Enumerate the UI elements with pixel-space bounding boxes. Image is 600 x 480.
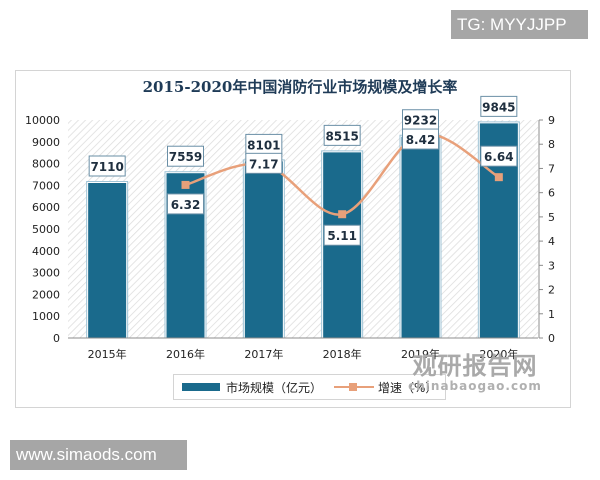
right-tick-label: 0 [548, 332, 555, 345]
right-tick-label: 2 [548, 284, 555, 297]
data-label: 8515 [325, 129, 358, 143]
data-label: 7.17 [249, 157, 279, 171]
source-watermark: 观研报告网 chinabaogao.com [395, 353, 555, 393]
x-tick-label: 2018年 [323, 347, 362, 361]
legend-line-label: 增速（%） [378, 380, 438, 395]
watermark-tag-top: TG: MYYJJPP [451, 10, 588, 39]
chart-title: 2015-2020年中国消防行业市场规模及增长率 [142, 78, 458, 96]
data-label-box [167, 193, 204, 215]
data-label: 5.11 [327, 229, 357, 243]
line-marker [181, 180, 190, 189]
data-label: 6.64 [484, 150, 514, 164]
data-label: 8101 [247, 138, 280, 152]
right-y-axis: 0 1 2 3 4 5 6 7 8 9 [538, 114, 555, 345]
x-tick-label: 2016年 [166, 347, 205, 361]
bar [401, 136, 440, 338]
left-tick-label: 7000 [32, 179, 60, 192]
data-label: 9232 [404, 114, 437, 128]
bar [88, 183, 127, 338]
data-label: 6.32 [171, 198, 201, 212]
plot-area [68, 120, 538, 338]
left-tick-label: 2000 [32, 288, 60, 301]
right-tick-label: 8 [548, 138, 555, 151]
legend-bar-swatch [182, 383, 220, 391]
line-marker [338, 210, 347, 219]
data-label-box [88, 155, 126, 177]
data-label: 9845 [482, 100, 515, 114]
chart-legend: 市场规模（亿元） 增速（%） [173, 374, 447, 400]
x-tick-label: 2017年 [244, 347, 283, 361]
line-marker [494, 173, 503, 182]
x-tick-label: 2020年 [479, 347, 518, 361]
x-axis: 2015年 2016年 2017年 2018年 2019年 2020年 [68, 337, 538, 361]
data-label: 8.42 [406, 133, 436, 147]
left-tick-label: 0 [53, 332, 60, 345]
legend-bar-label: 市场规模（亿元） [226, 380, 323, 395]
watermark-tag-bottom: www.simaods.com [10, 440, 187, 470]
left-tick-label: 9000 [32, 136, 60, 149]
x-tick-label: 2019年 [401, 347, 440, 361]
left-tick-label: 4000 [32, 245, 60, 258]
right-tick-label: 6 [548, 187, 555, 200]
data-labels: 7110 7559 8101 8515 9232 9845 6.32 7.17 5.11 8.42… [88, 95, 518, 246]
data-label-box [323, 124, 361, 146]
data-label: 7559 [169, 150, 202, 164]
data-label-box [167, 145, 204, 167]
left-tick-label: 3000 [32, 267, 60, 280]
left-tick-label: 10000 [25, 114, 60, 127]
left-tick-label: 5000 [32, 223, 60, 236]
right-tick-label: 9 [548, 114, 555, 127]
data-label-box [480, 95, 518, 117]
left-y-axis: 0 1000 2000 3000 4000 5000 6000 7000 8000 9000 100… [25, 114, 60, 345]
left-tick-label: 8000 [32, 158, 60, 171]
watermark-en: chinabaogao.com [408, 379, 542, 393]
x-tick-label: 2015年 [88, 347, 127, 361]
data-label: 7110 [90, 160, 123, 174]
data-label-box [480, 145, 518, 167]
data-label-box [245, 152, 283, 174]
data-label-box [402, 128, 439, 150]
left-tick-label: 6000 [32, 201, 60, 214]
legend-line-swatch [334, 382, 375, 392]
right-tick-label: 3 [548, 259, 555, 272]
left-tick-label: 1000 [32, 310, 60, 323]
watermark-cn: 观研报告网 [412, 352, 538, 380]
right-tick-label: 5 [548, 211, 555, 224]
bar [244, 161, 283, 338]
data-label-box [323, 224, 361, 246]
right-tick-label: 1 [548, 308, 555, 321]
right-tick-label: 7 [548, 162, 555, 175]
right-tick-label: 4 [548, 235, 555, 248]
